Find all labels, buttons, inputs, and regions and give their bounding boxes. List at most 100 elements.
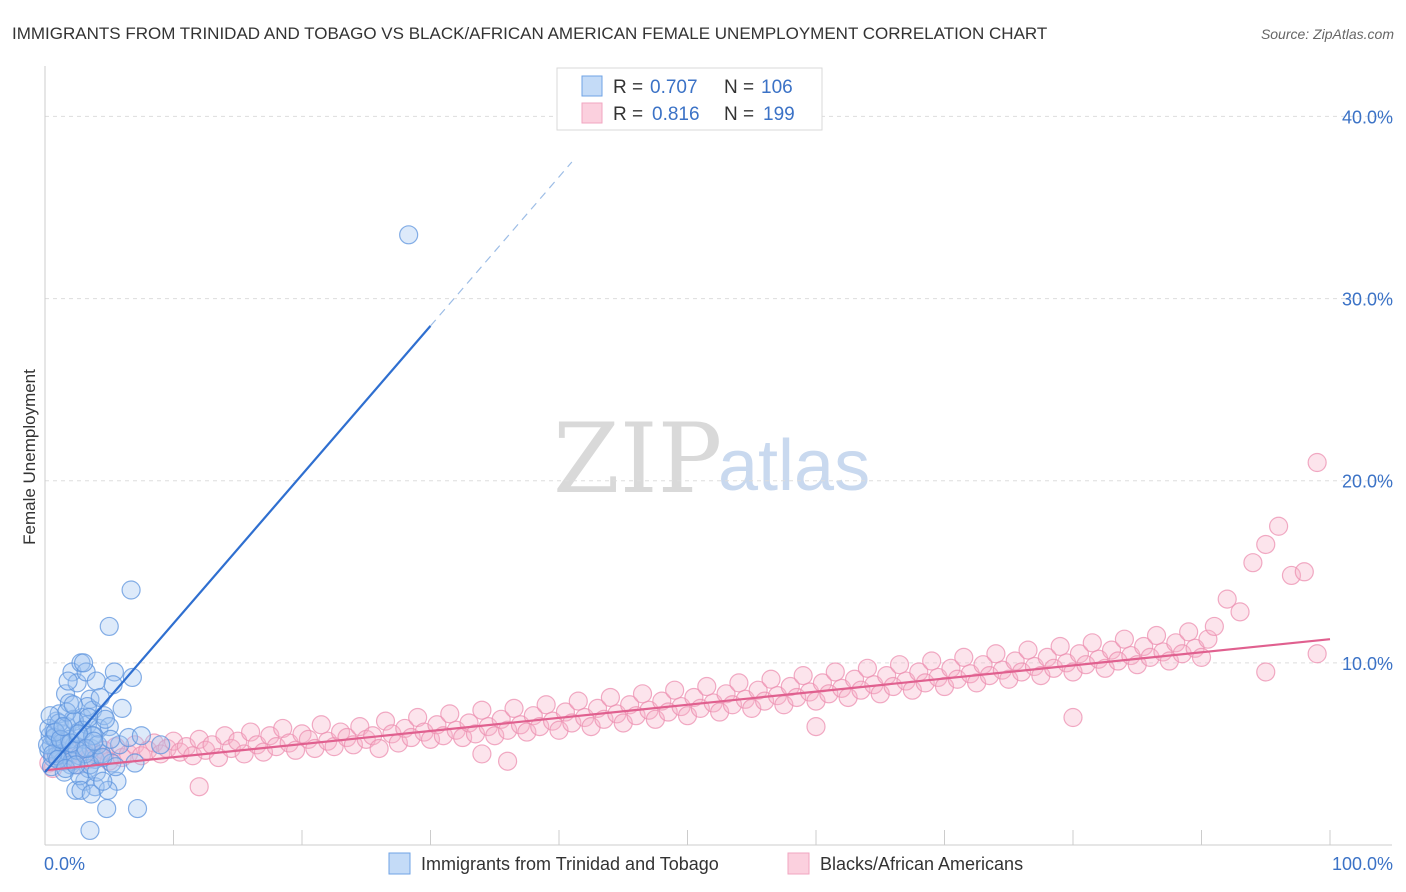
scatter-point: [1204, 616, 1224, 637]
stats-legend-swatch-pink: [581, 102, 603, 124]
scatter-point: [1063, 707, 1083, 728]
scatter-point: [80, 820, 100, 841]
trend-lines: [44, 161, 1331, 773]
scatter-point: [399, 225, 419, 245]
chart-source: Source: ZipAtlas.com: [1261, 26, 1394, 42]
scatter-point: [63, 695, 83, 715]
scatter-point: [311, 715, 331, 735]
scatter-point: [189, 729, 209, 749]
scatter-point: [125, 753, 145, 773]
scatter-point: [131, 726, 151, 746]
scatter-point: [1243, 553, 1263, 573]
scatter-point: [780, 676, 800, 697]
scatter-point: [99, 616, 119, 637]
scatter-point: [530, 717, 550, 737]
scatter-point: [562, 713, 582, 733]
bottom-legend: Immigrants from Trinidad and Tobago Blac…: [388, 852, 1023, 875]
bottom-legend-label-pink: Blacks/African Americans: [820, 854, 1023, 874]
stats-n-label-blue: N =: [724, 77, 754, 98]
stats-r-label-blue: R =: [613, 77, 643, 98]
scatter-point: [1101, 640, 1122, 660]
scatter-point: [1146, 625, 1167, 646]
scatter-point: [632, 684, 653, 704]
scatter-point: [652, 691, 672, 711]
scatter-point: [1069, 644, 1090, 664]
stats-legend-swatch-blue: [581, 75, 603, 97]
scatter-point: [1256, 534, 1276, 555]
scatter-point: [716, 684, 736, 704]
watermark-zip: ZIP: [553, 403, 722, 515]
scatter-point: [889, 655, 910, 675]
chart-title: IMMIGRANTS FROM TRINIDAD AND TOBAGO VS B…: [12, 24, 1047, 43]
scatter-point: [1037, 647, 1057, 667]
stats-r-label-pink: R =: [613, 104, 643, 125]
scatter-point: [883, 676, 903, 697]
scatter-point: [93, 771, 113, 791]
scatter-point: [189, 777, 209, 797]
scatter-point: [504, 698, 524, 718]
scatter-point: [748, 680, 768, 700]
scatter-point: [517, 722, 537, 742]
scatter-point: [915, 673, 935, 693]
scatter-point: [76, 738, 96, 759]
scatter-point: [127, 798, 148, 819]
scatter-point: [1082, 633, 1102, 653]
scatter-point: [472, 744, 492, 764]
scatter-point: [498, 720, 518, 740]
scatter-point: [221, 738, 241, 759]
scatter-point: [73, 653, 94, 673]
scatter-point: [684, 687, 704, 708]
scatter-point: [922, 651, 942, 671]
scatter-point: [1307, 644, 1327, 664]
x-tick-label-min: 0.0%: [44, 854, 85, 874]
x-tick-label-max: 100.0%: [1332, 854, 1393, 874]
scatter-point: [71, 780, 91, 800]
scatter-point: [151, 735, 171, 755]
scatter-point: [122, 667, 142, 688]
scatter-point: [857, 658, 878, 678]
trend-line-blue-extension: [430, 161, 573, 327]
scatter-point: [79, 707, 99, 728]
scatter-point: [66, 755, 86, 775]
scatter-point: [106, 757, 126, 777]
scatter-point: [986, 644, 1006, 664]
scatter-point: [1294, 562, 1314, 582]
scatter-point: [600, 687, 621, 708]
scatter-point: [88, 735, 108, 755]
scatter-point: [1281, 565, 1302, 586]
scatter-point: [825, 662, 845, 682]
scatter-point: [729, 673, 749, 693]
y-tick-labels: 10.0% 20.0% 30.0% 40.0%: [1342, 107, 1393, 673]
y-tick-label: 40.0%: [1342, 107, 1393, 127]
axes: [44, 66, 1392, 846]
scatter-point: [472, 700, 492, 720]
y-tick-label: 10.0%: [1342, 654, 1393, 674]
scatter-point: [163, 731, 184, 751]
stats-r-value-pink: 0.816: [652, 104, 700, 125]
watermark: ZIP atlas: [553, 403, 870, 515]
scatter-point: [1268, 516, 1289, 536]
scatter-point: [697, 676, 717, 697]
scatter-point: [1134, 636, 1154, 657]
scatter-point: [84, 731, 104, 751]
bottom-legend-swatch-blue: [388, 852, 411, 875]
scatter-point: [498, 751, 518, 771]
scatter-point: [1166, 633, 1186, 653]
scatter-point: [100, 729, 121, 749]
stats-n-value-blue: 106: [761, 77, 793, 98]
scatter-point: [1005, 651, 1025, 671]
scatter-point: [761, 669, 781, 689]
bottom-legend-swatch-pink: [787, 852, 810, 875]
scatter-point: [1307, 452, 1327, 473]
scatter-point: [954, 647, 974, 667]
scatter-point: [536, 695, 556, 715]
scatter-point: [485, 726, 505, 746]
scatter-point: [97, 798, 117, 819]
y-tick-label: 20.0%: [1342, 472, 1393, 492]
scatter-point: [793, 666, 813, 686]
scatter-point: [1114, 629, 1135, 649]
scatter-point: [1018, 640, 1038, 660]
scatter-point: [1050, 636, 1070, 657]
scatter-point: [1230, 602, 1250, 622]
